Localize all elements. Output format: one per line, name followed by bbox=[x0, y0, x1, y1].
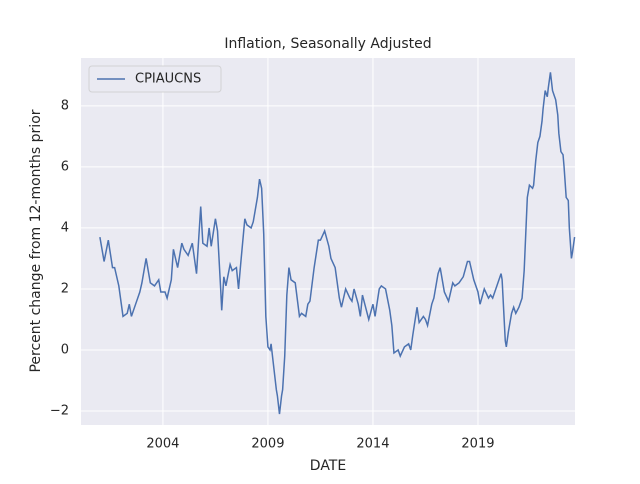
x-tick-label: 2019 bbox=[461, 437, 494, 452]
data-line bbox=[99, 72, 576, 415]
y-tick-label: 8 bbox=[61, 98, 69, 113]
y-tick-label: 4 bbox=[61, 220, 69, 235]
y-tick-label: 0 bbox=[61, 342, 69, 357]
x-tick-label: 2014 bbox=[356, 437, 389, 452]
x-tick-label: 2004 bbox=[146, 437, 179, 452]
x-tick-label: 2009 bbox=[251, 437, 284, 452]
y-tick-label: 6 bbox=[61, 159, 69, 174]
y-tick-label: −2 bbox=[50, 403, 69, 418]
y-axis-label: Percent change from 12-months prior bbox=[28, 109, 44, 372]
x-axis-label: DATE bbox=[310, 458, 346, 474]
legend-label: CPIAUCNS bbox=[135, 72, 201, 87]
y-tick-label: 2 bbox=[61, 281, 69, 296]
legend-box bbox=[88, 65, 222, 93]
chart-title: Inflation, Seasonally Adjusted bbox=[224, 36, 431, 52]
